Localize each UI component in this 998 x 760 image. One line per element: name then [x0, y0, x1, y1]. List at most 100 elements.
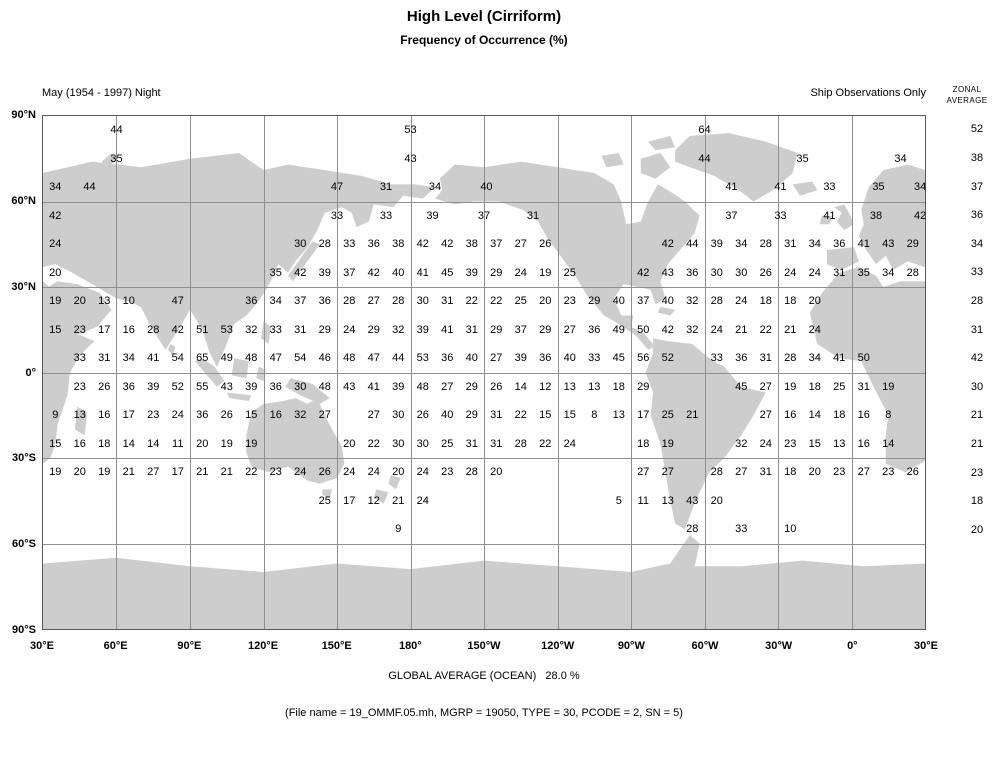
grid-value: 27 — [318, 409, 331, 422]
grid-value: 31 — [759, 466, 772, 479]
grid-value: 28 — [465, 466, 478, 479]
grid-value: 18 — [98, 437, 111, 450]
latitude-grid-line — [43, 201, 925, 203]
grid-value: 33 — [330, 209, 344, 222]
grid-value: 9 — [52, 409, 59, 422]
grid-value: 28 — [392, 295, 405, 308]
grid-value: 31 — [98, 352, 111, 365]
grid-value: 32 — [392, 323, 405, 336]
grid-value: 34 — [269, 295, 282, 308]
x-axis-tick-label: 60°E — [103, 640, 128, 652]
grid-value: 41 — [823, 209, 836, 222]
grid-value: 19 — [882, 380, 895, 393]
grid-value: 34 — [49, 181, 62, 194]
grid-value: 41 — [833, 352, 846, 365]
grid-value: 43 — [882, 238, 895, 251]
grid-value: 17 — [343, 494, 356, 507]
grid-value: 10 — [122, 295, 135, 308]
grid-value: 51 — [196, 323, 209, 336]
grid-value: 34 — [913, 181, 927, 194]
grid-value: 36 — [588, 323, 601, 336]
grid-value: 54 — [171, 352, 184, 365]
grid-value: 28 — [710, 295, 723, 308]
grid-value: 22 — [514, 409, 527, 422]
grid-value: 29 — [490, 323, 503, 336]
grid-value: 24 — [343, 323, 356, 336]
grid-value: 28 — [759, 238, 772, 251]
grid-value: 41 — [147, 352, 160, 365]
grid-value: 16 — [857, 409, 870, 422]
grid-value: 18 — [784, 295, 797, 308]
grid-value: 19 — [539, 266, 552, 279]
grid-value: 42 — [637, 266, 650, 279]
grid-value: 31 — [784, 238, 797, 251]
grid-value: 25 — [833, 380, 846, 393]
grid-value: 20 — [392, 466, 405, 479]
grid-value: 38 — [392, 238, 405, 251]
grid-value: 33 — [710, 352, 723, 365]
grid-value: 33 — [823, 181, 836, 194]
grid-value: 16 — [857, 437, 870, 450]
grid-value: 26 — [318, 466, 331, 479]
zonal-average-value: 30 — [970, 380, 984, 393]
grid-value: 23 — [147, 409, 160, 422]
grid-value: 28 — [906, 266, 919, 279]
grid-value: 27 — [759, 409, 772, 422]
zonal-average-value: 28 — [970, 294, 984, 307]
grid-value: 19 — [245, 437, 258, 450]
y-axis-tick-label: 60°N — [11, 194, 36, 207]
grid-value: 33 — [774, 209, 787, 222]
grid-value: 22 — [759, 323, 772, 336]
grid-value: 29 — [637, 380, 650, 393]
grid-value: 27 — [637, 466, 650, 479]
grid-value: 19 — [98, 466, 111, 479]
grid-value: 17 — [637, 409, 650, 422]
grid-value: 39 — [147, 380, 160, 393]
grid-value: 24 — [49, 238, 62, 251]
grid-value: 21 — [686, 409, 699, 422]
grid-value: 35 — [110, 152, 123, 165]
grid-value: 24 — [294, 466, 307, 479]
grid-value: 30 — [416, 437, 429, 450]
grid-value: 13 — [833, 437, 846, 450]
grid-value: 13 — [98, 295, 111, 308]
grid-value: 21 — [735, 323, 748, 336]
chart-title: High Level (Cirriform) — [406, 8, 562, 25]
grid-value: 28 — [343, 295, 356, 308]
grid-value: 21 — [196, 466, 209, 479]
y-axis-tick-label: 90°N — [11, 109, 36, 121]
grid-value: 41 — [725, 181, 738, 194]
grid-value: 28 — [318, 238, 331, 251]
grid-value: 44 — [110, 124, 123, 137]
grid-value: 41 — [774, 181, 787, 194]
grid-value: 24 — [710, 323, 723, 336]
grid-value: 13 — [563, 380, 576, 393]
latitude-grid-line — [43, 372, 925, 374]
grid-value: 42 — [49, 209, 62, 222]
latitude-grid-line — [43, 543, 925, 545]
grid-value: 42 — [661, 323, 674, 336]
grid-value: 48 — [245, 352, 258, 365]
y-axis-tick-label: 60°S — [12, 538, 36, 551]
grid-value: 40 — [465, 352, 478, 365]
grid-value: 29 — [367, 323, 380, 336]
grid-value: 33 — [343, 238, 356, 251]
grid-value: 48 — [343, 352, 356, 365]
zonal-average-value: 20 — [970, 523, 984, 536]
grid-value: 24 — [171, 409, 184, 422]
grid-value: 27 — [367, 295, 380, 308]
grid-value: 44 — [83, 181, 96, 194]
grid-value: 12 — [539, 380, 552, 393]
grid-value: 23 — [73, 380, 86, 393]
x-axis-tick-label: 150°W — [467, 640, 501, 652]
grid-value: 26 — [906, 466, 919, 479]
grid-value: 21 — [784, 323, 797, 336]
grid-value: 45 — [735, 380, 748, 393]
grid-value: 44 — [686, 238, 699, 251]
grid-value: 36 — [735, 352, 748, 365]
grid-value: 31 — [857, 380, 870, 393]
grid-value: 53 — [220, 323, 233, 336]
grid-value: 24 — [367, 466, 380, 479]
grid-value: 31 — [441, 295, 454, 308]
zonal-average-value: 21 — [970, 438, 984, 451]
